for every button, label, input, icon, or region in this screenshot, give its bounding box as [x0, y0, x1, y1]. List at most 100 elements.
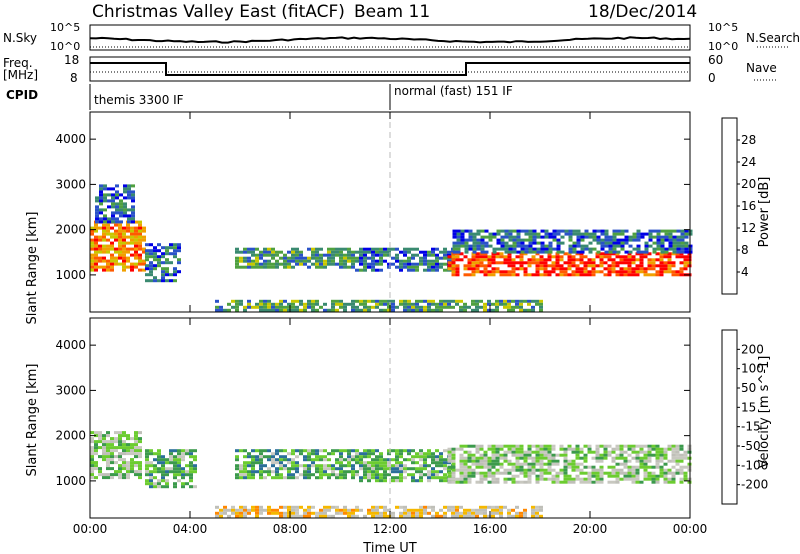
power-cell [375, 302, 379, 306]
power-cell [684, 232, 689, 236]
velocity-cell [559, 453, 564, 457]
velocity-cell [267, 511, 271, 515]
power-cell [134, 220, 138, 224]
velocity-cell [319, 470, 323, 474]
power-cell [94, 241, 98, 245]
velocity-cell [479, 444, 484, 448]
velocity-cell [463, 477, 468, 481]
velocity-cell [471, 453, 476, 457]
velocity-cell [511, 474, 516, 478]
velocity-cell [555, 459, 560, 463]
power-cell [415, 253, 419, 257]
velocity-cell [435, 470, 439, 474]
power-cell [592, 238, 597, 242]
power-cell [131, 193, 135, 197]
velocity-cell [563, 474, 568, 478]
power-cell [145, 243, 149, 247]
velocity-cell [327, 467, 331, 471]
power-cell [327, 253, 331, 257]
velocity-cell [423, 508, 427, 512]
velocity-cell [399, 470, 403, 474]
power-cell [122, 262, 126, 266]
power-cell [435, 268, 439, 272]
velocity-cell [643, 450, 648, 454]
power-cell [475, 302, 479, 306]
velocity-cell [479, 477, 484, 481]
velocity-cell [523, 511, 527, 515]
velocity-cell [627, 447, 632, 451]
power-cell [247, 302, 251, 306]
velocity-cell [134, 464, 138, 468]
power-cell [507, 270, 512, 274]
velocity-cell [659, 456, 664, 460]
power-cell [431, 299, 435, 303]
velocity-cell [173, 455, 177, 459]
velocity-cell [435, 511, 439, 515]
power-cell [500, 241, 505, 245]
velocity-cell [519, 468, 524, 472]
power-cell [415, 308, 419, 312]
velocity-cell [283, 467, 287, 471]
velocity-cell [157, 449, 161, 453]
velocity-cell [367, 473, 371, 477]
power-cell [127, 193, 131, 197]
power-cell [499, 299, 503, 303]
velocity-cell [134, 431, 138, 435]
power-cell [153, 264, 157, 268]
velocity-cell [495, 456, 500, 460]
power-cell [173, 252, 177, 256]
power-cell [251, 247, 255, 251]
velocity-cell [483, 511, 487, 515]
velocity-cell [315, 452, 319, 456]
power-cell [455, 299, 459, 303]
power-cell [134, 265, 138, 269]
velocity-cell [331, 473, 335, 477]
power-cell [468, 238, 473, 242]
power-cell [331, 299, 335, 303]
velocity-cell [291, 461, 295, 465]
power-cell [535, 267, 540, 271]
velocity-cell [145, 449, 149, 453]
velocity-cell [491, 505, 495, 509]
velocity-cell [263, 455, 267, 459]
velocity-cell [235, 514, 239, 518]
power-cell [584, 229, 589, 233]
power-cell [603, 261, 608, 265]
velocity-cell [595, 453, 600, 457]
velocity-cell [367, 464, 371, 468]
power-cell [639, 261, 644, 265]
velocity-cell [491, 444, 496, 448]
power-cell [559, 255, 564, 259]
power-cell [315, 250, 319, 254]
velocity-cell [439, 464, 443, 468]
velocity-cell [599, 471, 604, 475]
velocity-cell [299, 505, 303, 509]
power-cell [535, 261, 540, 265]
power-cell [106, 247, 110, 251]
power-cell [495, 270, 500, 274]
power-cell [483, 264, 488, 268]
power-cell [539, 302, 543, 306]
velocity-cell [519, 471, 524, 475]
power-cell [177, 246, 181, 250]
power-cell [173, 270, 177, 274]
velocity-cell [519, 462, 524, 466]
power-cell [504, 235, 509, 239]
power-cell [536, 250, 541, 254]
power-cell [169, 252, 173, 256]
power-cell [571, 273, 576, 277]
power-cell [303, 302, 307, 306]
velocity-cell [259, 452, 263, 456]
velocity-cell [375, 514, 379, 518]
velocity-cell [102, 458, 106, 462]
velocity-cell [603, 450, 608, 454]
velocity-cell [181, 476, 185, 480]
power-cell [591, 270, 596, 274]
power-cell [496, 247, 501, 251]
velocity-cell [531, 468, 536, 472]
power-cell [555, 273, 560, 277]
velocity-cell [395, 467, 399, 471]
power-cell [331, 305, 335, 309]
velocity-cell [543, 447, 548, 451]
power-cell [504, 241, 509, 245]
